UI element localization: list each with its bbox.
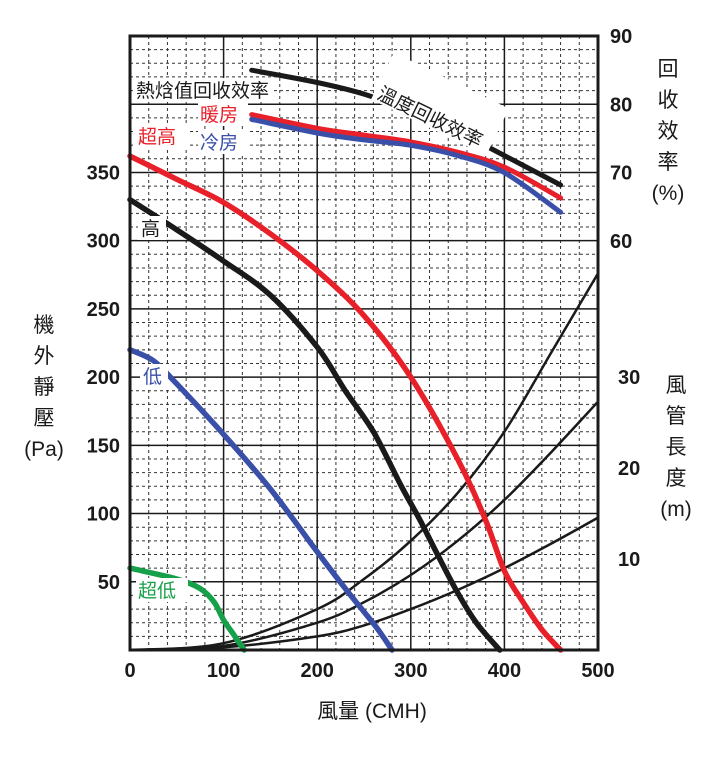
pressure-series-line bbox=[127, 196, 503, 653]
duct-curves bbox=[129, 272, 600, 652]
duct-tick-label: 20 bbox=[618, 458, 640, 480]
plot-frame bbox=[128, 34, 600, 652]
left-tick-label: 50 bbox=[98, 572, 120, 594]
label-super-high: 超高 bbox=[138, 126, 176, 148]
eff-axis-char-1: 回 bbox=[658, 58, 679, 81]
left-tick-label: 100 bbox=[87, 504, 120, 526]
label-bg-efficiency-title bbox=[134, 78, 274, 102]
duct-axis-unit: (m) bbox=[660, 498, 691, 521]
duct-resistance-curve bbox=[129, 516, 599, 652]
left-tick-label: 350 bbox=[87, 162, 120, 184]
label-efficiency-title: 熱焓值回收效率 bbox=[136, 80, 269, 102]
grid bbox=[130, 36, 598, 650]
duct-resistance-curve bbox=[129, 400, 599, 652]
efficiency-tick-label: 60 bbox=[610, 231, 632, 253]
right-axis-efficiency-title: 回 收 效 率 (%) bbox=[652, 58, 685, 205]
left-axis-char-3: 靜 bbox=[34, 376, 55, 399]
duct-tick-label: 30 bbox=[618, 367, 640, 389]
x-tick-label: 500 bbox=[581, 660, 614, 682]
plot-border bbox=[128, 34, 600, 652]
label-high: 高 bbox=[141, 218, 160, 240]
efficiency-series-line bbox=[249, 116, 564, 215]
label-bg-temp-recovery bbox=[371, 52, 509, 156]
duct-tick-label: 10 bbox=[618, 549, 640, 571]
x-tick-label: 300 bbox=[394, 660, 427, 682]
label-low: 低 bbox=[143, 366, 162, 388]
label-cooling: 冷房 bbox=[200, 132, 238, 154]
pressure-series-line bbox=[127, 153, 564, 653]
efficiency-series-line bbox=[249, 112, 564, 201]
pressure-curves bbox=[127, 153, 564, 653]
x-tick-label: 0 bbox=[124, 660, 135, 682]
duct-axis-char-3: 長 bbox=[666, 436, 687, 459]
label-bg-super-low bbox=[136, 578, 188, 602]
label-bg-high bbox=[138, 216, 166, 240]
left-tick-label: 250 bbox=[87, 299, 120, 321]
label-super-low: 超低 bbox=[138, 580, 176, 602]
left-axis-title: 機 外 靜 壓 (Pa) bbox=[24, 314, 64, 461]
duct-axis-char-2: 管 bbox=[666, 405, 687, 428]
x-axis-title: 風量 (CMH) bbox=[317, 700, 427, 723]
left-axis-unit: (Pa) bbox=[24, 438, 64, 461]
efficiency-tick-label: 80 bbox=[610, 94, 632, 116]
x-tick-label: 100 bbox=[207, 660, 240, 682]
eff-axis-unit: (%) bbox=[652, 182, 685, 205]
duct-axis-char-4: 度 bbox=[666, 467, 687, 490]
label-bg-super-high bbox=[136, 124, 188, 148]
duct-axis-char-1: 風 bbox=[666, 374, 687, 397]
tick-labels: 0 100 200 300 400 500 50 100 150 200 250 300 350 60 70… bbox=[87, 26, 641, 682]
label-bg-cooling bbox=[198, 130, 248, 154]
left-axis-char-1: 機 bbox=[34, 314, 55, 337]
label-bg-low bbox=[140, 364, 168, 388]
duct-resistance-curve bbox=[129, 272, 600, 652]
left-tick-label: 200 bbox=[87, 367, 120, 389]
efficiency-tick-label: 70 bbox=[610, 163, 632, 185]
label-heating: 暖房 bbox=[200, 104, 238, 126]
left-axis-char-2: 外 bbox=[34, 345, 55, 368]
x-tick-label: 200 bbox=[301, 660, 334, 682]
eff-axis-char-2: 收 bbox=[658, 89, 679, 112]
eff-axis-char-3: 效 bbox=[658, 120, 679, 143]
left-tick-label: 150 bbox=[87, 435, 120, 457]
right-axis-duct-title: 風 管 長 度 (m) bbox=[660, 374, 691, 521]
eff-axis-char-4: 率 bbox=[658, 151, 679, 174]
label-bg-heating bbox=[198, 102, 248, 126]
efficiency-tick-label: 90 bbox=[610, 26, 632, 48]
x-tick-label: 400 bbox=[488, 660, 521, 682]
left-tick-label: 300 bbox=[87, 231, 120, 253]
left-axis-char-4: 壓 bbox=[34, 407, 55, 430]
